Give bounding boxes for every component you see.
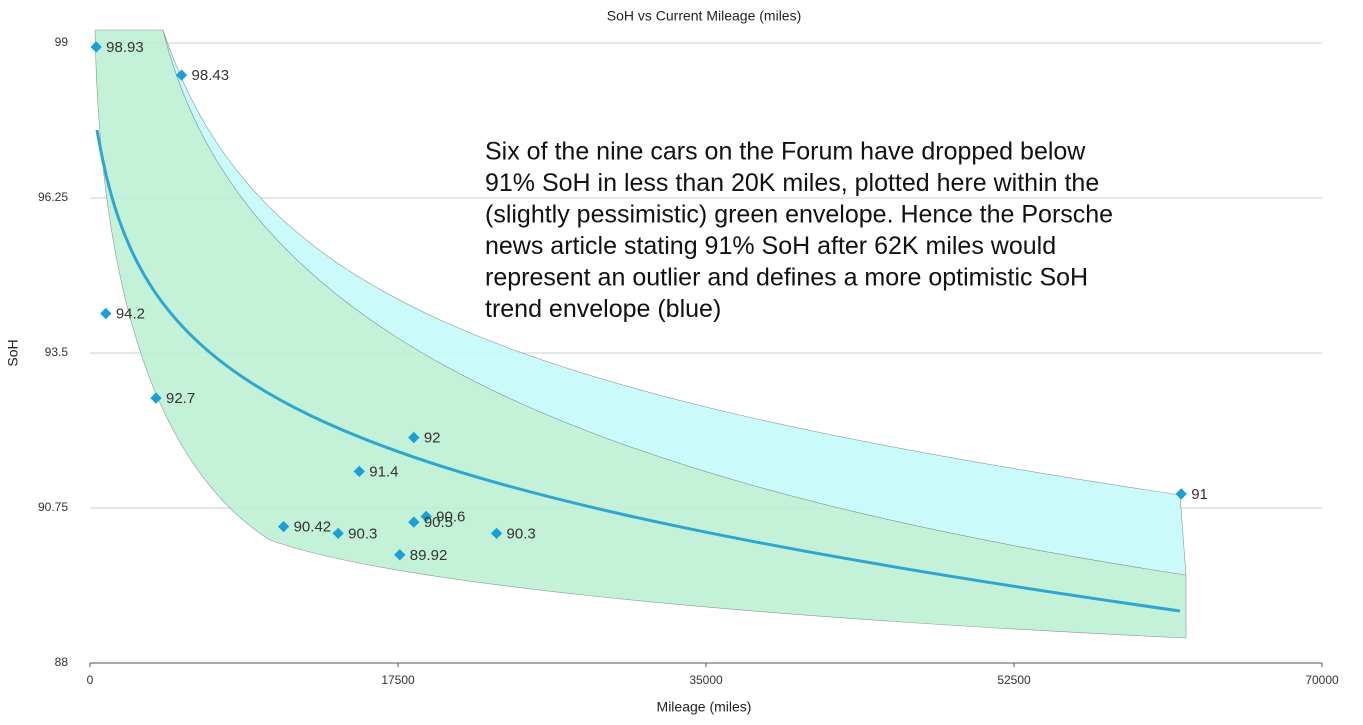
annotation-line: represent an outlier and defines a more … (485, 264, 1088, 292)
annotation-line: (slightly pessimistic) green envelope. H… (485, 201, 1113, 229)
data-label: 90.42 (294, 519, 332, 536)
data-label: 90.3 (348, 525, 377, 542)
data-point (150, 392, 162, 404)
data-point (490, 527, 503, 540)
data-label: 90.3 (507, 525, 536, 542)
data-label: 94.2 (116, 306, 145, 323)
trend-line (95, 129, 1181, 613)
data-point (420, 510, 432, 523)
chart-title: SoH vs Current Mileage (miles) (607, 8, 802, 24)
annotation: Six of the nine cars on the Forum have d… (485, 138, 1113, 324)
data-point (90, 41, 102, 53)
data-point (332, 527, 344, 540)
x-tick-label: 0 (87, 673, 94, 687)
y-axis-label: SoH (5, 339, 21, 366)
x-tick-label: 35000 (689, 673, 723, 687)
x-tick-label: 52500 (997, 673, 1031, 687)
data-label: 98.43 (192, 67, 230, 84)
data-point (408, 516, 420, 528)
data-point (353, 465, 365, 478)
data-point (277, 520, 290, 533)
data-point (394, 549, 406, 561)
data-point (100, 307, 112, 320)
data-label: 91.4 (369, 463, 398, 480)
annotation-line: 91% SoH in less than 20K miles, plotted … (485, 169, 1099, 197)
data-label: 90.5 (424, 514, 453, 531)
y-tick-label: 88 (55, 655, 69, 669)
annotation-line: trend envelope (blue) (485, 295, 721, 323)
y-tick-label: 99 (55, 35, 69, 49)
data-label: 90.6 (436, 508, 465, 525)
data-label: 91 (1191, 486, 1208, 503)
x-tick-label: 70000 (1305, 673, 1339, 687)
annotation-line: news article stating 91% SoH after 62K m… (485, 232, 1056, 260)
data-point (408, 431, 420, 444)
data-label: 98.93 (106, 39, 144, 56)
data-point (1175, 488, 1187, 500)
data-label: 89.92 (410, 547, 448, 564)
annotation-line: Six of the nine cars on the Forum have d… (485, 138, 1086, 166)
y-tick-label: 93.5 (45, 345, 69, 359)
blue-envelope (162, 29, 1187, 576)
data-label: 92.7 (166, 390, 195, 407)
x-tick-label: 17500 (381, 673, 415, 687)
y-tick-label: 90.75 (38, 500, 68, 514)
x-axis-label: Mileage (miles) (657, 699, 752, 715)
data-label: 92 (424, 430, 441, 447)
y-tick-label: 96.25 (38, 190, 68, 204)
